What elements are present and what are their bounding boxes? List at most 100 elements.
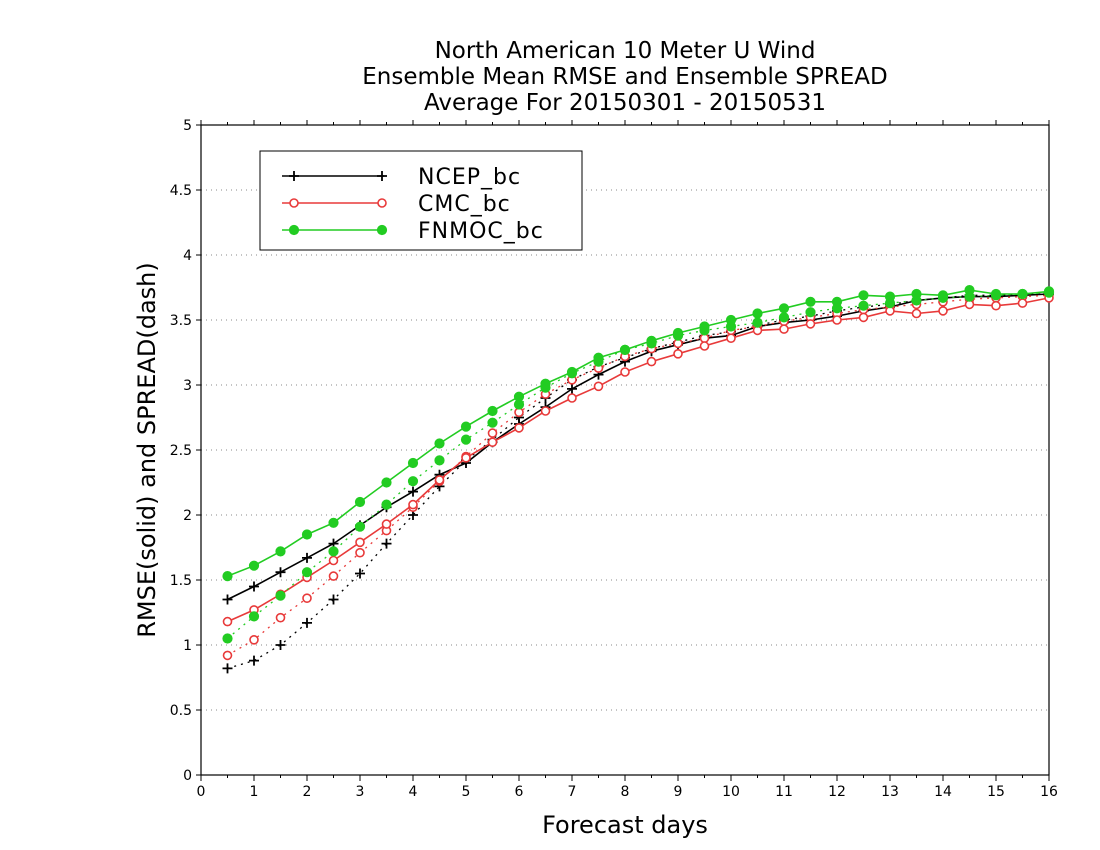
spread-point xyxy=(249,655,259,666)
x-tick-label: 7 xyxy=(568,784,577,800)
rmse-point xyxy=(407,457,419,469)
spread-point xyxy=(487,428,498,438)
legend-marker xyxy=(288,224,300,236)
y-tick-label: 1 xyxy=(183,638,192,654)
rmse-point xyxy=(408,486,418,497)
rmse-point xyxy=(408,499,418,510)
y-axis-ticks: 0 0.5 1 1.5 2 2.5 3 3.5 4 4.5 5 xyxy=(170,118,201,784)
x-tick-label: 15 xyxy=(987,784,1005,800)
rmse-point xyxy=(884,291,896,302)
spread-point xyxy=(805,307,816,318)
rmse-point xyxy=(832,315,842,325)
rmse-line xyxy=(227,289,1050,577)
x-tick-label: 9 xyxy=(674,784,683,800)
rmse-point xyxy=(858,290,869,301)
spread-point xyxy=(302,593,312,604)
x-tick-label: 16 xyxy=(1040,784,1058,800)
rmse-point xyxy=(355,537,365,548)
rmse-point xyxy=(752,308,763,319)
rmse-point xyxy=(593,352,604,363)
legend-label: FNMOC_bc xyxy=(418,219,544,244)
spread-point xyxy=(355,568,365,579)
rmse-point xyxy=(487,405,498,417)
spread-point xyxy=(434,455,445,466)
x-tick-label: 0 xyxy=(197,784,206,800)
spread-point xyxy=(858,300,869,311)
top-ticks xyxy=(200,120,1050,125)
x-tick-label: 6 xyxy=(515,784,524,800)
spread-point xyxy=(381,538,392,549)
spread-point xyxy=(328,571,339,581)
rmse-point xyxy=(911,288,922,300)
series-CMC_bc xyxy=(222,290,1054,661)
rmse-point xyxy=(328,517,339,528)
rmse-point xyxy=(567,383,577,394)
y-tick-label: 0 xyxy=(183,768,192,784)
rmse-point xyxy=(593,381,604,392)
rmse-point xyxy=(672,327,684,339)
rmse-point xyxy=(249,581,259,592)
series-NCEP_bc xyxy=(222,289,1054,674)
y-tick-label: 1.5 xyxy=(170,573,192,589)
rmse-point xyxy=(487,437,498,448)
x-tick-label: 12 xyxy=(828,784,846,800)
spread-point xyxy=(354,521,366,532)
rmse-point xyxy=(461,452,471,463)
spread-point xyxy=(248,611,260,622)
rmse-point xyxy=(567,393,577,403)
rmse-point xyxy=(381,477,392,488)
x-tick-label: 4 xyxy=(409,784,418,800)
spread-point xyxy=(460,434,472,445)
spread-point xyxy=(275,590,286,601)
rmse-point xyxy=(222,616,233,627)
x-tick-label: 2 xyxy=(303,784,312,800)
rmse-point xyxy=(805,319,816,329)
series-FNMOC_bc xyxy=(222,285,1055,644)
rmse-point xyxy=(990,288,1002,300)
rmse-point xyxy=(619,344,631,355)
rmse-point xyxy=(646,335,657,346)
rmse-point xyxy=(222,594,233,605)
rmse-point xyxy=(673,348,683,359)
x-tick-label: 10 xyxy=(722,784,740,800)
rmse-point xyxy=(1017,298,1028,308)
x-tick-label: 1 xyxy=(250,784,259,800)
y-tick-label: 3.5 xyxy=(170,313,192,329)
rmse-line xyxy=(227,293,1050,601)
spread-point xyxy=(275,640,286,650)
rmse-point xyxy=(937,290,949,301)
legend-label: NCEP_bc xyxy=(418,165,521,190)
spread-point xyxy=(355,547,365,558)
rmse-point xyxy=(434,438,445,449)
spread-point xyxy=(222,663,233,674)
y-tick-label: 3 xyxy=(183,378,192,394)
y-tick-label: 4.5 xyxy=(170,183,192,199)
rmse-point xyxy=(275,546,286,557)
legend-box xyxy=(259,150,583,251)
spread-point xyxy=(222,650,233,661)
rmse-point xyxy=(354,496,366,508)
spread-point xyxy=(301,567,313,578)
rmse-line xyxy=(227,297,1050,623)
rmse-point xyxy=(328,555,339,566)
y-tick-label: 2 xyxy=(183,508,192,524)
rmse-point xyxy=(540,406,551,416)
spread-point xyxy=(302,617,312,628)
rmse-point xyxy=(460,421,472,432)
spread-line xyxy=(227,294,1050,656)
rmse-point xyxy=(911,308,922,319)
legend-marker xyxy=(377,198,387,208)
spread-point xyxy=(752,317,763,328)
spread-point xyxy=(275,612,286,623)
x-tick-label: 3 xyxy=(356,784,365,800)
legend-marker xyxy=(376,224,388,236)
rmse-point xyxy=(699,321,710,332)
rmse-point xyxy=(540,378,551,389)
spread-point xyxy=(778,312,790,323)
legend-marker xyxy=(289,198,299,208)
rmse-point xyxy=(1017,288,1028,300)
spread-point xyxy=(407,476,419,487)
spread-point xyxy=(381,499,392,510)
